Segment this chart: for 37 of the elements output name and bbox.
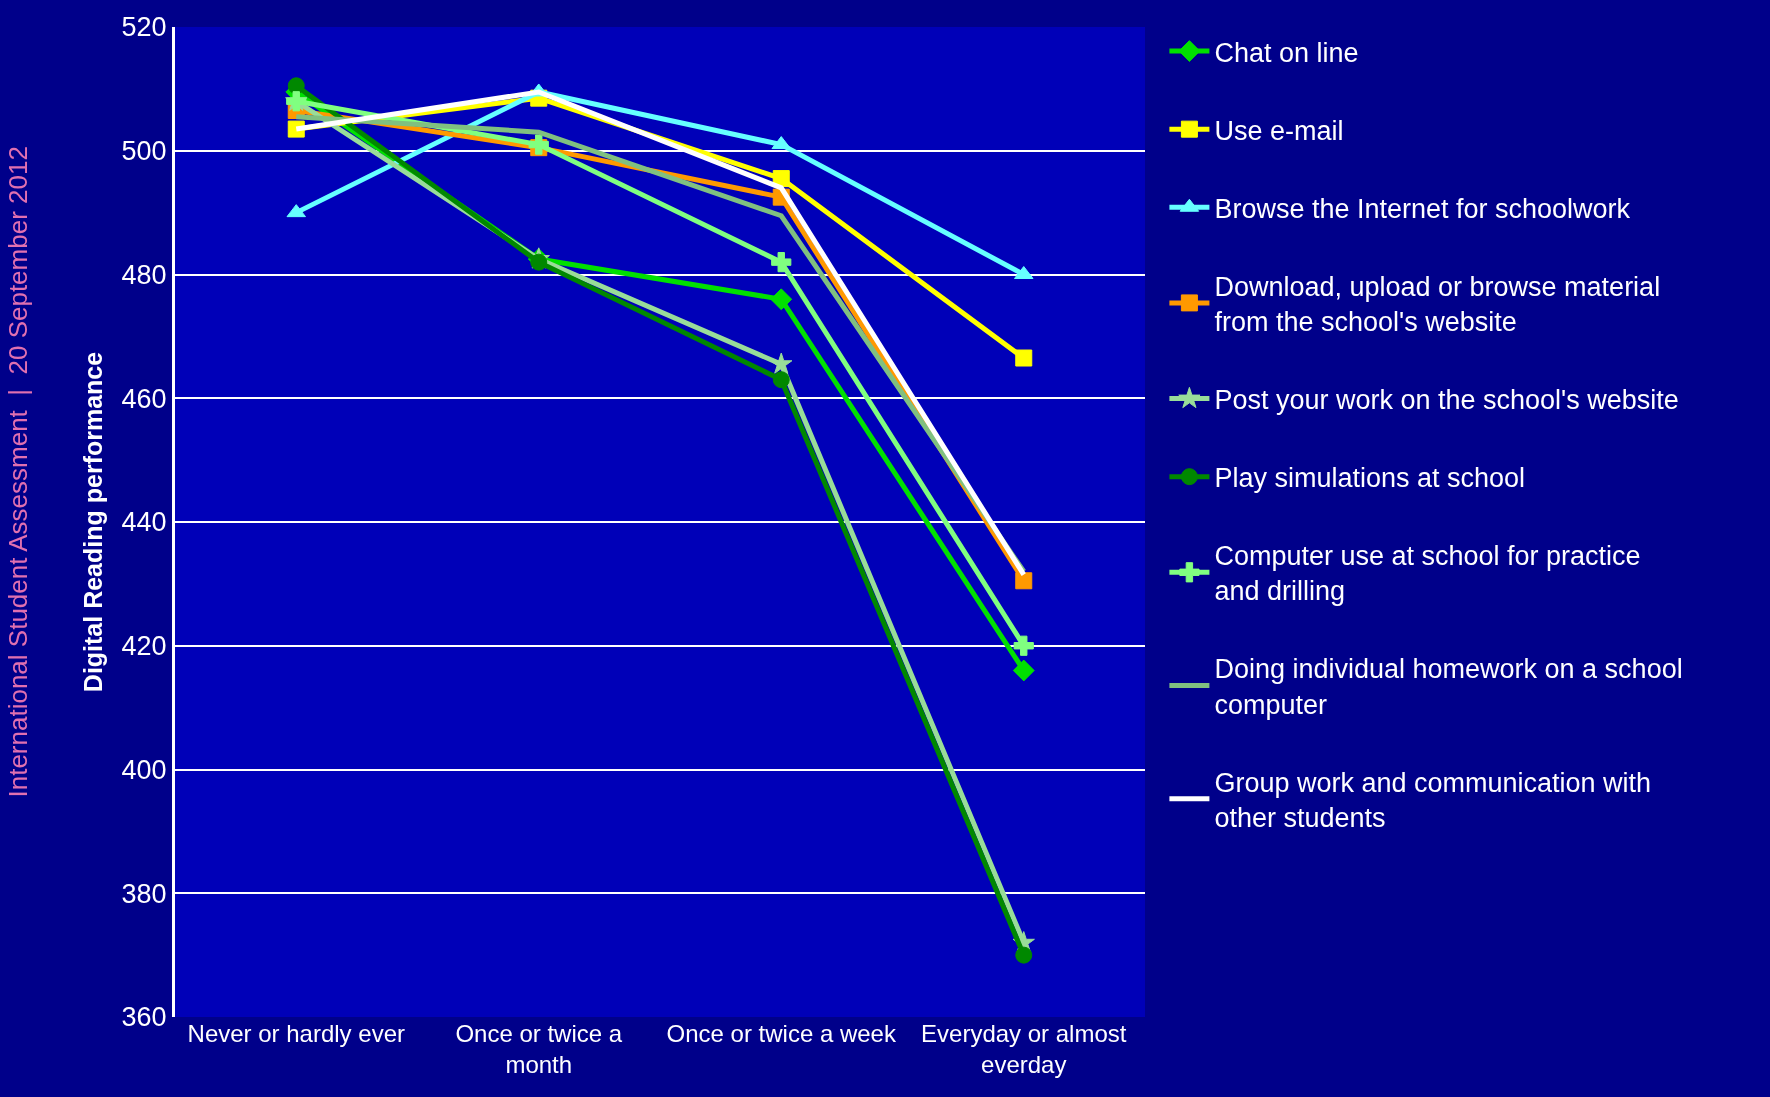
y-tick-label: 360	[121, 1002, 167, 1033]
y-tick-label: 500	[121, 136, 167, 167]
legend-label: Browse the Internet for schoolwork	[1214, 193, 1631, 224]
y-tick-label: 480	[121, 259, 167, 290]
text: International Student Assessment | 20 September 2012	[2, 146, 33, 798]
legend-label: Play simulations at school	[1214, 463, 1526, 494]
legend-label: Use e-mail	[1214, 115, 1344, 146]
legend-label: Post your work on the school's website	[1214, 385, 1679, 416]
y-tick-label: 380	[121, 878, 167, 909]
point	[1015, 572, 1033, 590]
point	[1012, 659, 1035, 682]
y-tick-label: 440	[121, 507, 167, 538]
legend-label: Download, upload or browse material from the school's website	[1214, 271, 1661, 337]
point	[1013, 635, 1034, 656]
point	[528, 134, 549, 155]
point	[772, 371, 790, 389]
y-tick-label: 420	[121, 631, 167, 662]
point	[771, 136, 791, 150]
y-tick-label: 400	[121, 754, 167, 785]
x-tick-label: Everyday or almost everday	[921, 1020, 1127, 1079]
point	[1015, 946, 1033, 964]
x-tick-label: Once or twice a month	[455, 1020, 623, 1079]
x-tick-label: Once or twice a week	[666, 1020, 897, 1047]
point	[286, 204, 306, 218]
point	[1015, 349, 1033, 367]
point	[770, 352, 793, 374]
x-tick-label: Never or hardly ever	[187, 1020, 405, 1047]
point	[530, 253, 548, 271]
legend-label: Chat on line	[1214, 37, 1359, 68]
legend-label: Doing individual homework on a school computer	[1214, 654, 1683, 720]
y-tick-label: 520	[121, 12, 167, 43]
y-axis-title: Digital Reading performance	[79, 351, 108, 693]
y-tick-label: 460	[121, 383, 167, 414]
legend-label: Group work and communication with other students	[1214, 767, 1652, 833]
point	[771, 252, 792, 273]
point	[770, 288, 793, 311]
legend-label: Computer use at school for practice and drilling	[1214, 541, 1641, 607]
